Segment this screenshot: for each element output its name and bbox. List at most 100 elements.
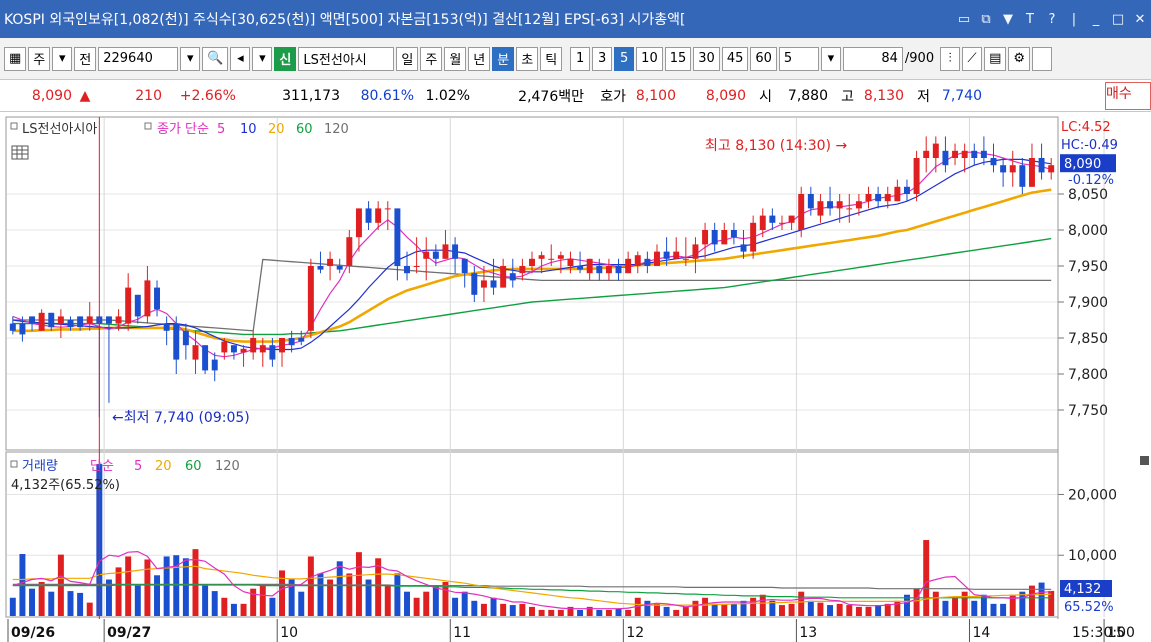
float-icon[interactable]: ⧉ [981, 11, 991, 27]
interval-value-select[interactable]: 5 [778, 46, 819, 71]
volume-bar [480, 603, 487, 616]
candle-body [923, 150, 930, 158]
sound-icon[interactable]: ◂ [230, 46, 251, 71]
font-icon[interactable]: T [1026, 11, 1034, 27]
market-dropdown-icon[interactable]: ▾ [52, 46, 73, 71]
candle-body [855, 201, 862, 209]
volume-bar [942, 600, 949, 616]
toolbar: ▦ 주 ▾ 전 229640 ▾ 🔍 ◂ ▾ 신 LS전선아시 일 주 월 년 … [0, 38, 1151, 80]
interval-10[interactable]: 10 [636, 46, 663, 71]
volume-bar [307, 556, 314, 616]
candle-body [798, 194, 805, 230]
candle-body [865, 194, 872, 202]
price-tick-label: 7,950 [1068, 259, 1108, 275]
candle-body [298, 338, 305, 342]
stock-chart[interactable]: LS전선아시아 종가 단순 5 10 20 60 120 최고 8,130 (1… [0, 112, 1151, 642]
volume-bar [692, 600, 699, 616]
interval-15[interactable]: 15 [664, 46, 692, 71]
volume-bar [654, 603, 660, 616]
period-week[interactable]: 주 [420, 46, 443, 71]
search-icon[interactable]: 🔍 [202, 46, 229, 71]
volume-bar [894, 600, 901, 616]
ma-toggle-icon[interactable] [144, 122, 152, 130]
help-icon[interactable]: ? [1048, 11, 1056, 27]
volume: 311,173 [282, 87, 340, 104]
period-month[interactable]: 월 [444, 46, 467, 71]
interval-5[interactable]: 5 [614, 46, 635, 71]
volume-panel-close-icon[interactable] [1140, 456, 1149, 465]
volume-bar [711, 603, 718, 616]
grid-menu-icon[interactable]: ▦ [4, 46, 27, 71]
candle-body [721, 230, 728, 245]
interval-3[interactable]: 3 [592, 46, 613, 71]
volume-bar [173, 555, 180, 616]
volume-bar [529, 606, 535, 616]
period-tick[interactable]: 틱 [540, 46, 563, 71]
maximize-icon[interactable]: □ [1111, 11, 1125, 27]
close-icon[interactable]: ✕ [1134, 11, 1146, 27]
trade-amount: 2,476백만 [518, 88, 584, 105]
interval-30[interactable]: 30 [693, 46, 720, 71]
panel-toggle-icon[interactable] [10, 122, 18, 130]
price-tick-label: 7,900 [1068, 295, 1108, 311]
candle-body [279, 338, 285, 353]
pin-icon[interactable]: ▼ [1003, 11, 1013, 27]
interval-60[interactable]: 60 [750, 46, 777, 71]
ma5-label: 5 [217, 122, 225, 137]
candle-body [577, 266, 584, 270]
save-icon[interactable]: ▤ [984, 46, 1007, 71]
restore-icon[interactable]: ▭ [957, 11, 971, 27]
count-input[interactable]: 84 [842, 46, 903, 71]
candle-body [365, 208, 372, 223]
interval-dropdown-icon[interactable]: ▾ [820, 46, 841, 71]
day-tick-label: 11 [453, 625, 471, 641]
period-minute[interactable]: 분 [492, 46, 515, 71]
trend-tool-icon[interactable]: ⟋ [962, 46, 983, 71]
period-second[interactable]: 초 [516, 46, 539, 71]
candle-type-icon[interactable]: ⫶ [940, 46, 961, 71]
all-button[interactable]: 전 [74, 46, 97, 71]
volume-bar [259, 585, 266, 616]
settings-gear-icon[interactable]: ⚙ [1008, 46, 1031, 71]
time-axis: 09/26 09/27 10 11 12 13 14 15 [0, 619, 1125, 642]
table-grid-icon[interactable] [11, 145, 29, 160]
volume-ma120-label: 120 [215, 459, 240, 474]
candle-body [586, 258, 593, 274]
period-day[interactable]: 일 [396, 46, 419, 71]
period-year[interactable]: 년 [468, 46, 491, 71]
volume-bar [500, 603, 507, 616]
candle-body [125, 287, 132, 324]
stock-name-field[interactable]: LS전선아시 [298, 46, 395, 71]
new-badge[interactable]: 신 [274, 46, 297, 71]
candle-body [625, 258, 632, 274]
interval-1[interactable]: 1 [570, 46, 591, 71]
bid-price: 8,090 [705, 87, 746, 104]
volume-bar [548, 609, 555, 616]
code-input[interactable]: 229640 [98, 46, 179, 71]
time-axis-background [0, 619, 1058, 642]
candle-body [654, 251, 660, 266]
market-select[interactable]: 주 [28, 46, 51, 71]
candle-body [317, 266, 324, 270]
buy-button[interactable]: 매수 [1105, 82, 1151, 110]
volume-ma20-label: 20 [155, 459, 172, 474]
candle-body [394, 208, 401, 266]
volume-bar [884, 603, 891, 616]
volume-toggle-icon[interactable] [10, 460, 18, 468]
candle-body [538, 255, 545, 259]
code-dropdown-icon[interactable]: ▾ [180, 46, 201, 71]
candle-body [134, 294, 141, 317]
volume-bar [769, 600, 776, 616]
volume-bar [9, 597, 16, 616]
minimize-icon[interactable]: _ [1092, 11, 1100, 27]
candle-body [567, 258, 574, 266]
candle-body [807, 194, 814, 209]
interval-45[interactable]: 45 [721, 46, 749, 71]
volume-bar [432, 585, 439, 616]
sound-dropdown-icon[interactable]: ▾ [252, 46, 273, 71]
candle-body [182, 330, 189, 346]
volume-bar [298, 591, 305, 616]
candle-body [9, 323, 16, 331]
volume-bar [452, 597, 459, 616]
checkbox[interactable] [1032, 46, 1053, 71]
